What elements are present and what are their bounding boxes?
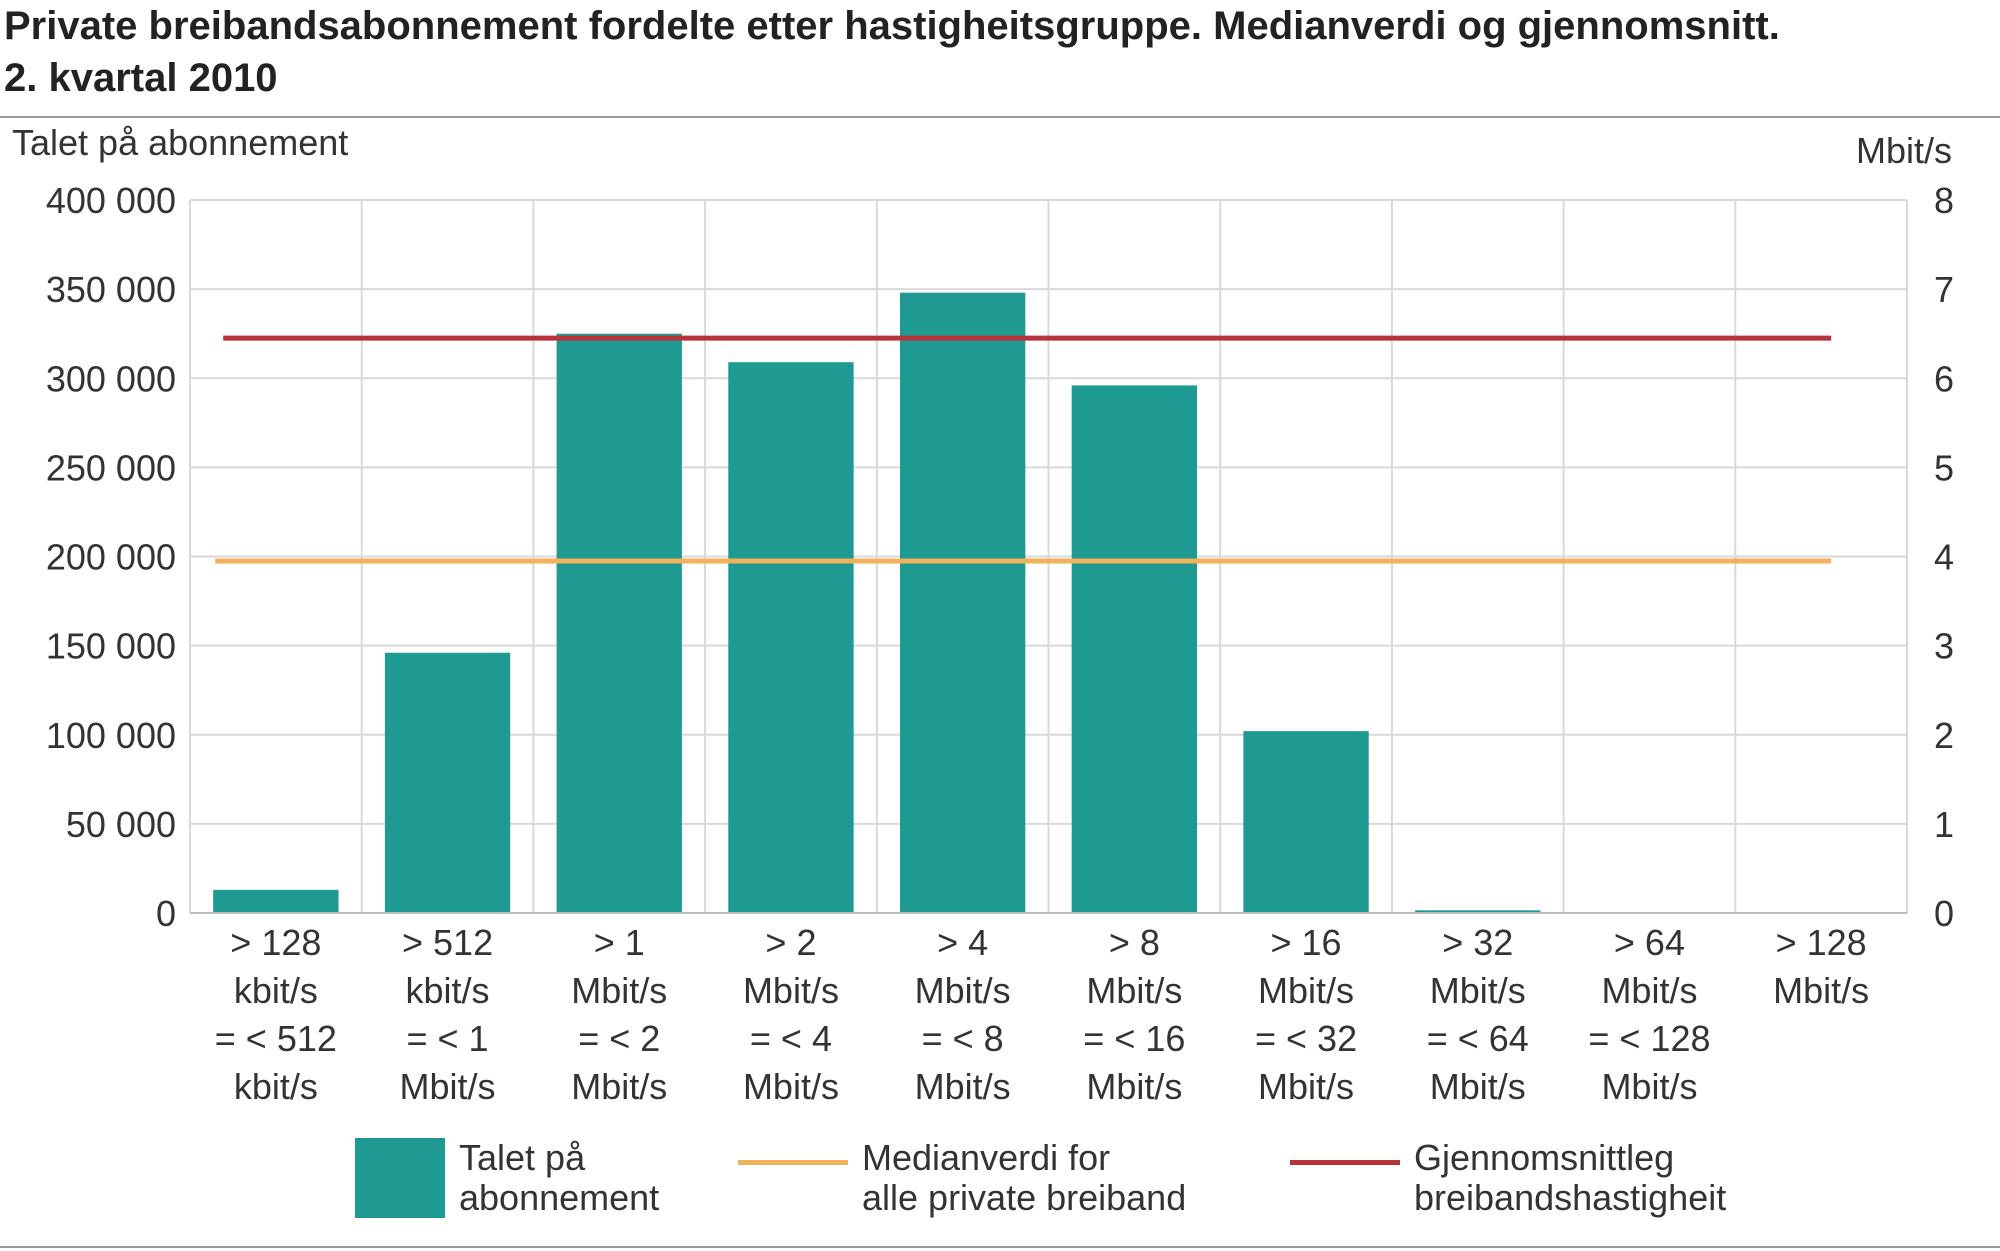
- x-tick-label-line: > 4: [937, 922, 988, 963]
- x-tick-label-line: Mbit/s: [1430, 1066, 1526, 1107]
- x-tick-label-line: = < 128: [1588, 1018, 1710, 1059]
- bottom-divider: [0, 1246, 2000, 1248]
- x-tick-label-line: = < 4: [750, 1018, 832, 1059]
- x-tick-label: > 8 Mbit/s = < 16 Mbit/s: [1083, 922, 1185, 1107]
- x-tick-label-line: > 1: [594, 922, 645, 963]
- right-tick-label: 1: [1934, 804, 1954, 845]
- left-tick-label: 250 000: [46, 447, 176, 488]
- legend-swatch-bars: [355, 1138, 445, 1218]
- x-tick-label-line: = < 1: [407, 1018, 489, 1059]
- x-tick-label-line: = < 32: [1255, 1018, 1357, 1059]
- bar: [899, 292, 1026, 913]
- x-tick-label-line: Mbit/s: [1086, 970, 1182, 1011]
- left-axis-title: Talet på abonnement: [12, 122, 348, 163]
- x-tick-label: > 128 kbit/s = < 512 kbit/s: [215, 922, 337, 1107]
- bar: [728, 362, 854, 913]
- chart-legend: Talet på abonnement Medianverdi for alle…: [0, 1138, 2000, 1238]
- x-tick-label-line: Mbit/s: [571, 1066, 667, 1107]
- x-tick-label-line: = < 64: [1427, 1018, 1529, 1059]
- grid-lines: [189, 199, 1908, 914]
- x-tick-label-line: Mbit/s: [743, 970, 839, 1011]
- x-tick-label-line: = < 16: [1083, 1018, 1185, 1059]
- x-tick-label: > 512 kbit/s = < 1 Mbit/s: [400, 922, 496, 1107]
- x-tick-label-line: > 2: [765, 922, 816, 963]
- x-tick-label: > 2 Mbit/s = < 4 Mbit/s: [743, 922, 839, 1107]
- x-tick-label-line: > 128: [1776, 922, 1867, 963]
- chart-title: Private breibandsabonnement fordelte ett…: [4, 0, 1994, 104]
- chart-title-line1: Private breibandsabonnement fordelte ett…: [4, 4, 1780, 48]
- left-tick-label: 50 000: [66, 804, 176, 845]
- right-tick-label: 2: [1934, 715, 1954, 756]
- title-divider: [0, 116, 2000, 118]
- left-tick-label: 100 000: [46, 715, 176, 756]
- right-y-axis: 0 1 2 3 4 5 6 7 8: [1934, 180, 1954, 934]
- left-tick-label: 300 000: [46, 358, 176, 399]
- left-tick-label: 150 000: [46, 626, 176, 667]
- bar: [1071, 385, 1198, 913]
- bar: [213, 889, 339, 913]
- reference-lines: [215, 335, 1832, 564]
- right-tick-label: 5: [1934, 447, 1954, 488]
- x-tick-label-line: Mbit/s: [1601, 1066, 1697, 1107]
- x-tick-label: > 64 Mbit/s = < 128 Mbit/s: [1588, 922, 1710, 1107]
- bar: [1415, 910, 1541, 913]
- right-tick-label: 8: [1934, 180, 1954, 221]
- right-tick-label: 7: [1934, 269, 1954, 310]
- x-tick-label-line: > 64: [1614, 922, 1685, 963]
- legend-swatch-median: [738, 1160, 848, 1165]
- right-tick-label: 3: [1934, 626, 1954, 667]
- x-tick-label-line: kbit/s: [234, 1066, 318, 1107]
- x-tick-label-line: > 128: [230, 922, 321, 963]
- x-tick-label-line: kbit/s: [234, 970, 318, 1011]
- x-tick-label-line: Mbit/s: [400, 1066, 496, 1107]
- legend-item-bars: Talet på abonnement: [355, 1138, 659, 1218]
- left-y-axis: 0 50 000 100 000 150 000 200 000 250 000 300 0…: [46, 180, 176, 934]
- x-tick-label-line: = < 2: [578, 1018, 660, 1059]
- bar-chart: 0 50 000 100 000 150 000 200 000 250 000 300 0…: [12, 122, 1954, 1107]
- right-tick-label: 0: [1934, 893, 1954, 934]
- left-tick-label: 400 000: [46, 180, 176, 221]
- legend-swatch-mean: [1290, 1160, 1400, 1165]
- x-axis-labels: > 128 kbit/s = < 512 kbit/s > 512 kbit/s = < 1…: [215, 922, 1869, 1107]
- x-tick-label-line: > 32: [1442, 922, 1513, 963]
- legend-item-median: Medianverdi for alle private breiband: [738, 1138, 1186, 1218]
- bar: [556, 333, 682, 913]
- x-tick-label-line: Mbit/s: [743, 1066, 839, 1107]
- legend-item-mean: Gjennomsnittleg breibandshastigheit: [1290, 1138, 1726, 1218]
- x-tick-label: > 32 Mbit/s = < 64 Mbit/s: [1427, 922, 1529, 1107]
- right-tick-label: 6: [1934, 358, 1954, 399]
- right-tick-label: 4: [1934, 537, 1954, 578]
- x-tick-label-line: = < 512: [215, 1018, 337, 1059]
- x-tick-label: > 1 Mbit/s = < 2 Mbit/s: [571, 922, 667, 1107]
- x-tick-label-line: = < 8: [922, 1018, 1004, 1059]
- x-tick-label-line: Mbit/s: [1773, 970, 1869, 1011]
- left-tick-label: 200 000: [46, 537, 176, 578]
- x-tick-label: > 16 Mbit/s = < 32 Mbit/s: [1255, 922, 1357, 1107]
- x-tick-label-line: Mbit/s: [1258, 1066, 1354, 1107]
- bar: [384, 652, 511, 913]
- left-tick-label: 0: [156, 893, 176, 934]
- bar-series: [213, 292, 1541, 913]
- left-tick-label: 350 000: [46, 269, 176, 310]
- x-tick-label-line: Mbit/s: [1601, 970, 1697, 1011]
- x-tick-label-line: Mbit/s: [915, 1066, 1011, 1107]
- x-tick-label: > 128 Mbit/s: [1773, 922, 1869, 1011]
- right-axis-title: Mbit/s: [1856, 130, 1952, 171]
- x-tick-label-line: > 16: [1271, 922, 1342, 963]
- x-tick-label-line: Mbit/s: [1086, 1066, 1182, 1107]
- x-tick-label-line: kbit/s: [406, 970, 490, 1011]
- x-tick-label-line: > 8: [1109, 922, 1160, 963]
- bar: [1243, 731, 1369, 913]
- x-tick-label-line: Mbit/s: [915, 970, 1011, 1011]
- legend-label-median: Medianverdi for alle private breiband: [862, 1137, 1187, 1218]
- x-tick-label-line: Mbit/s: [1430, 970, 1526, 1011]
- x-tick-label-line: > 512: [402, 922, 493, 963]
- x-tick-label-line: Mbit/s: [571, 970, 667, 1011]
- legend-label-bars: Talet på abonnement: [459, 1137, 660, 1218]
- chart-title-line2: 2. kvartal 2010: [4, 56, 278, 100]
- x-tick-label: > 4 Mbit/s = < 8 Mbit/s: [915, 922, 1011, 1107]
- x-tick-label-line: Mbit/s: [1258, 970, 1354, 1011]
- legend-label-mean: Gjennomsnittleg breibandshastigheit: [1414, 1137, 1727, 1218]
